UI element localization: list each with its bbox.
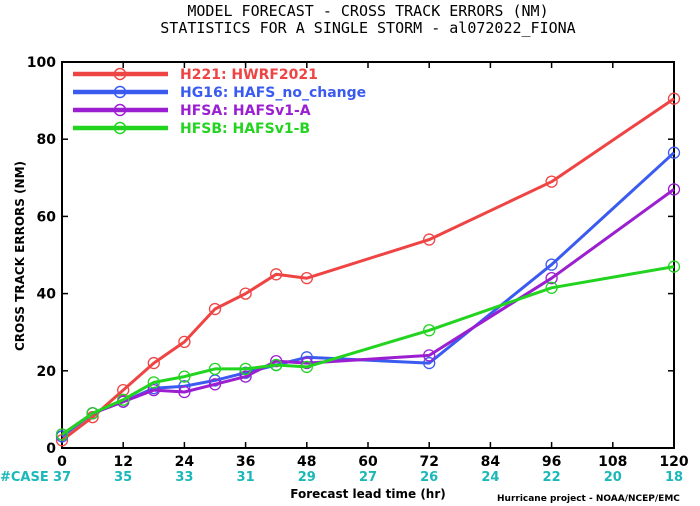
x-tick-label: 24 <box>175 454 195 470</box>
legend-item: HG16: HAFS_no_change <box>73 85 366 101</box>
data-point <box>423 356 436 370</box>
series-group <box>55 92 681 447</box>
x-tick-label: 36 <box>236 454 255 470</box>
legend-swatch-marker <box>113 103 127 117</box>
data-point <box>208 302 222 316</box>
legend-label: H221: HWRF2021 <box>180 67 318 83</box>
case-count: 26 <box>420 470 438 485</box>
x-tick-label: 48 <box>297 454 316 470</box>
case-count: 31 <box>237 470 255 485</box>
data-point <box>667 92 681 105</box>
case-count: 37 <box>53 470 71 485</box>
y-axis-label: CROSS TRACK ERRORS (NM) <box>13 161 27 351</box>
axes: 0 12 24 36 48 60 72 84 96 108 120 0 20 40 60 80 100 <box>27 55 689 470</box>
data-point <box>55 428 69 441</box>
case-count: 18 <box>665 470 683 485</box>
legend-item: HFSA: HAFSv1-A <box>73 103 311 119</box>
data-point <box>270 268 283 281</box>
data-point <box>667 183 681 196</box>
legend-item: HFSB: HAFSv1-B <box>73 121 310 137</box>
x-tick-label: 108 <box>598 454 627 470</box>
series-hfsb <box>55 260 681 441</box>
legend-swatch-marker <box>113 85 127 99</box>
series-line <box>61 265 675 436</box>
data-point <box>270 354 283 368</box>
y-tick-label: 80 <box>37 132 57 148</box>
x-tick-label: 96 <box>542 454 561 470</box>
chart-title-line-2: STATISTICS FOR A SINGLE STORM - al072022… <box>160 19 575 37</box>
case-count: 27 <box>359 470 377 485</box>
legend-item: H221: HWRF2021 <box>73 67 318 83</box>
data-point <box>178 335 191 349</box>
data-point <box>147 383 160 397</box>
data-point <box>208 378 222 391</box>
series-hfsa <box>55 183 681 441</box>
data-point <box>300 360 313 374</box>
x-tick-label: 120 <box>659 454 688 470</box>
x-tick-label: 12 <box>113 454 132 470</box>
data-point <box>545 281 558 294</box>
series-line <box>61 97 675 442</box>
case-count: 29 <box>298 470 316 485</box>
x-tick-label: 0 <box>57 454 67 470</box>
legend-label: HG16: HAFS_no_change <box>180 85 366 101</box>
y-tick-label: 60 <box>37 209 57 225</box>
legend: H221: HWRF2021 HG16: HAFS_no_change HFSA: … <box>73 67 366 137</box>
legend-label: HFSA: HAFSv1-A <box>180 103 311 119</box>
chart-title-line-1: MODEL FORECAST - CROSS TRACK ERRORS (NM) <box>187 2 548 20</box>
data-point <box>300 356 313 370</box>
case-count: 24 <box>481 470 499 485</box>
x-axis-label: Forecast lead time (hr) <box>290 487 446 501</box>
data-point <box>667 260 681 273</box>
series-h221 <box>55 92 681 447</box>
legend-swatch-marker <box>113 121 127 135</box>
data-point <box>117 393 130 406</box>
case-count: 22 <box>543 470 561 485</box>
data-point <box>208 362 222 376</box>
x-tick-label: 60 <box>358 454 378 470</box>
series-hg16 <box>55 146 681 443</box>
legend-label: HFSB: HAFSv1-B <box>180 121 310 137</box>
y-tick-label: 100 <box>27 55 56 71</box>
y-tick-label: 0 <box>46 441 56 457</box>
data-point <box>545 258 558 271</box>
data-point <box>667 146 681 159</box>
data-point <box>178 370 191 383</box>
credit-text: Hurricane project - NOAA/NCEP/EMC <box>497 494 680 504</box>
case-count: 35 <box>114 470 132 485</box>
data-point <box>545 175 558 188</box>
data-point <box>423 233 436 246</box>
case-count: 20 <box>604 470 622 485</box>
data-point <box>147 356 160 370</box>
legend-swatch-marker <box>113 67 127 81</box>
data-point <box>86 407 99 420</box>
x-tick-label: 72 <box>419 454 438 470</box>
y-tick-label: 40 <box>37 287 57 303</box>
data-point <box>178 385 191 399</box>
data-point <box>147 376 160 389</box>
data-point <box>239 370 252 383</box>
case-row-label: #CASE <box>0 470 49 485</box>
data-point <box>545 272 558 285</box>
data-point <box>239 362 252 376</box>
data-point <box>423 324 436 337</box>
case-counts-row: #CASE 37 35 33 31 29 27 26 24 22 20 18 <box>0 470 683 485</box>
x-tick-label: 84 <box>481 454 501 470</box>
data-point <box>239 287 252 300</box>
data-point <box>300 272 313 285</box>
series-line <box>61 188 675 436</box>
y-tick-label: 20 <box>37 364 57 380</box>
case-count: 33 <box>175 470 193 485</box>
data-point <box>423 349 436 362</box>
data-point <box>270 358 283 372</box>
